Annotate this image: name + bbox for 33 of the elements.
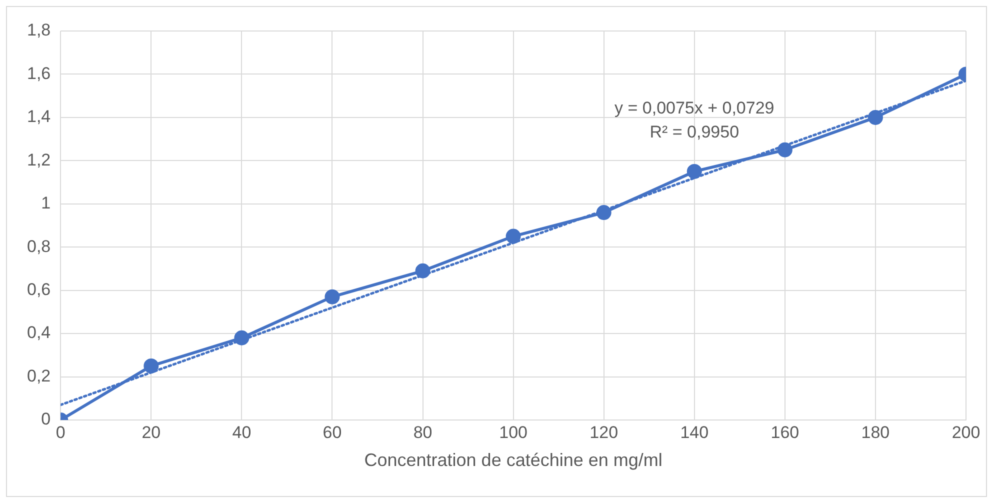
x-tick-label: 140 bbox=[680, 422, 709, 442]
y-tick-label: 0,2 bbox=[26, 366, 51, 386]
x-tick-label: 180 bbox=[861, 422, 890, 442]
y-tick-label: 1,6 bbox=[26, 64, 51, 83]
y-tick-label: 1,2 bbox=[26, 150, 51, 170]
point bbox=[234, 330, 250, 346]
x-tick-label: 40 bbox=[232, 422, 252, 442]
x-tick-label: 160 bbox=[770, 422, 800, 442]
y-tick-label: 1,4 bbox=[26, 107, 51, 126]
y-tick-label: 0 bbox=[41, 410, 51, 429]
y-tick-label: 0,6 bbox=[26, 280, 51, 300]
x-tick-label: 60 bbox=[322, 422, 342, 442]
x-tick-label: 20 bbox=[142, 422, 161, 442]
point bbox=[506, 228, 521, 244]
x-tick-label: 120 bbox=[590, 422, 618, 442]
x-tick-label: 200 bbox=[952, 422, 980, 442]
annotation: y = 0,0075x + 0,0729 bbox=[614, 98, 774, 118]
x-tick-label: 0 bbox=[56, 422, 66, 442]
point bbox=[686, 164, 702, 179]
x-axis-title: Concentration de catéchine en mg/ml bbox=[364, 450, 662, 470]
x-tick-label: 100 bbox=[499, 422, 528, 442]
annotation: R² = 0,9950 bbox=[650, 122, 740, 142]
point bbox=[868, 110, 883, 125]
y-tick-label: 1,8 bbox=[26, 20, 51, 40]
y-tick-label: 0,8 bbox=[26, 236, 51, 256]
point bbox=[777, 142, 792, 158]
point bbox=[415, 263, 430, 278]
point bbox=[144, 358, 159, 374]
y-tick-label: 0,4 bbox=[26, 323, 51, 342]
x-tick-label: 80 bbox=[413, 422, 432, 442]
point bbox=[596, 205, 612, 220]
point bbox=[324, 289, 340, 304]
y-tick-label: 1 bbox=[41, 194, 51, 213]
